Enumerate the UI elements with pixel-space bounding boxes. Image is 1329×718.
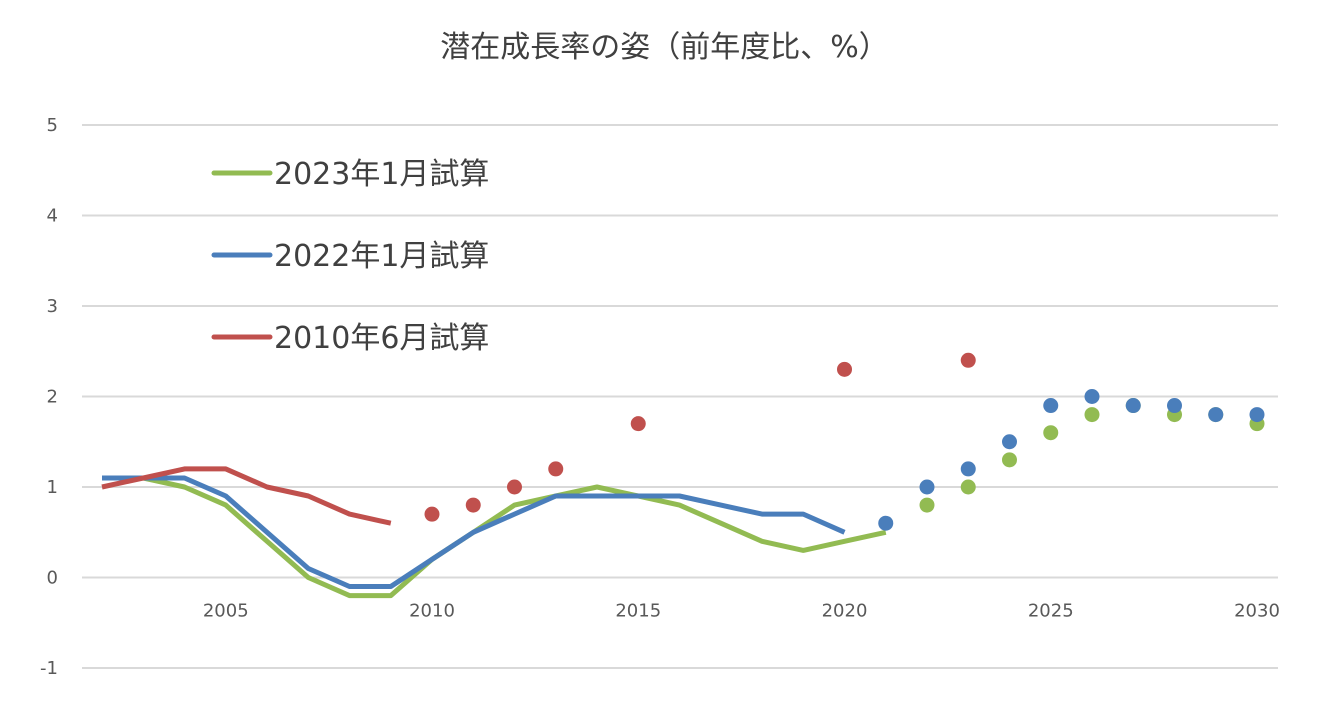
series-point-2 — [1167, 398, 1182, 414]
series-line-1 — [102, 475, 887, 599]
series-point-3 — [960, 352, 976, 368]
series-point-2 — [1125, 398, 1141, 414]
series-point-3 — [630, 416, 646, 432]
legend-label: 2023年1月試算 — [274, 157, 489, 192]
y-tick-label: 3 — [47, 296, 58, 317]
x-tick-label: 2005 — [203, 601, 249, 622]
y-tick-label: -1 — [40, 658, 58, 679]
series-point-2 — [960, 461, 976, 477]
series-point-2 — [1084, 389, 1100, 404]
x-tick-label: 2015 — [615, 601, 661, 622]
series-point-3 — [507, 479, 522, 495]
series-point-2 — [919, 479, 935, 495]
series-point-1 — [960, 479, 976, 495]
series-point-2 — [878, 515, 894, 531]
series-line-2 — [102, 475, 846, 589]
series-point-1 — [1002, 452, 1017, 468]
y-tick-label: 2 — [47, 387, 58, 408]
series-line-3 — [101, 466, 392, 526]
series-point-3 — [837, 361, 852, 377]
chart-title: 潜在成長率の姿（前年度比、%） — [440, 30, 889, 65]
y-tick-label: 1 — [47, 477, 58, 498]
series-point-2 — [1043, 398, 1059, 414]
series-point-3 — [548, 461, 564, 477]
y-tick-label: 0 — [47, 568, 58, 589]
series-point-2 — [1249, 407, 1265, 423]
series-point-2 — [1002, 434, 1017, 450]
series-point-3 — [424, 506, 440, 522]
series-point-2 — [1208, 407, 1224, 423]
x-tick-label: 2010 — [409, 601, 455, 622]
y-tick-label: 4 — [47, 206, 58, 227]
y-tick-label: 5 — [47, 115, 58, 136]
legend-label: 2010年6月試算 — [274, 321, 489, 356]
series-point-1 — [1043, 425, 1059, 441]
x-tick-label: 2030 — [1234, 601, 1280, 622]
series-point-3 — [465, 497, 481, 513]
legend-label: 2022年1月試算 — [274, 239, 489, 274]
series-point-1 — [1084, 407, 1100, 423]
x-tick-label: 2025 — [1028, 601, 1074, 622]
series-point-1 — [919, 497, 935, 513]
x-tick-label: 2020 — [822, 601, 868, 622]
